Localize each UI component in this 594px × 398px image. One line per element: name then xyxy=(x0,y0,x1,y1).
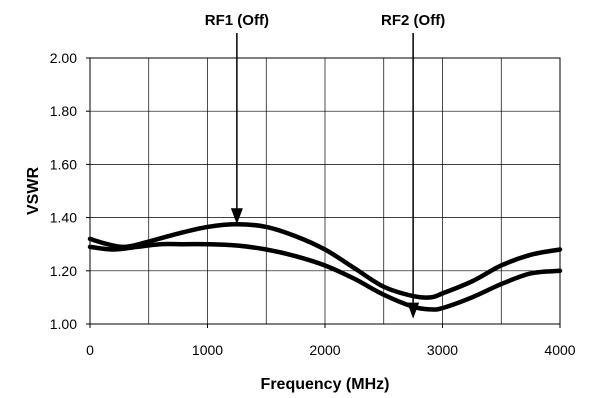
x-tick-label: 2000 xyxy=(309,342,340,358)
x-tick-label: 4000 xyxy=(544,342,575,358)
y-tick-label: 1.00 xyxy=(50,316,77,332)
annotation-arrowhead-2 xyxy=(407,302,420,319)
annotation-label-1: RF1 (Off) xyxy=(205,12,269,29)
grid xyxy=(90,58,560,324)
annotation-label-2: RF2 (Off) xyxy=(381,12,445,29)
x-tick-label: 0 xyxy=(86,342,94,358)
annotation-arrowhead-1 xyxy=(230,208,243,225)
x-tick-label: 3000 xyxy=(427,342,458,358)
y-axis-title: VSWR xyxy=(25,167,42,215)
tick-labels: 0 1000 2000 3000 4000 1.00 1.20 1.40 1.60 1.80 2.0… xyxy=(50,50,576,358)
y-tick-label: 1.80 xyxy=(50,103,77,119)
series-lines xyxy=(87,222,563,312)
y-tick-label: 1.60 xyxy=(50,156,77,172)
y-tick-label: 1.40 xyxy=(50,210,77,226)
series-line-2 xyxy=(87,241,563,312)
x-axis-title: Frequency (MHz) xyxy=(261,376,390,393)
series-line-1 xyxy=(87,222,563,300)
y-tick-label: 1.20 xyxy=(50,263,77,279)
x-tick-label: 1000 xyxy=(192,342,223,358)
y-tick-label: 2.00 xyxy=(50,50,77,66)
annotations: RF1 (Off) RF2 (Off) xyxy=(205,12,445,319)
